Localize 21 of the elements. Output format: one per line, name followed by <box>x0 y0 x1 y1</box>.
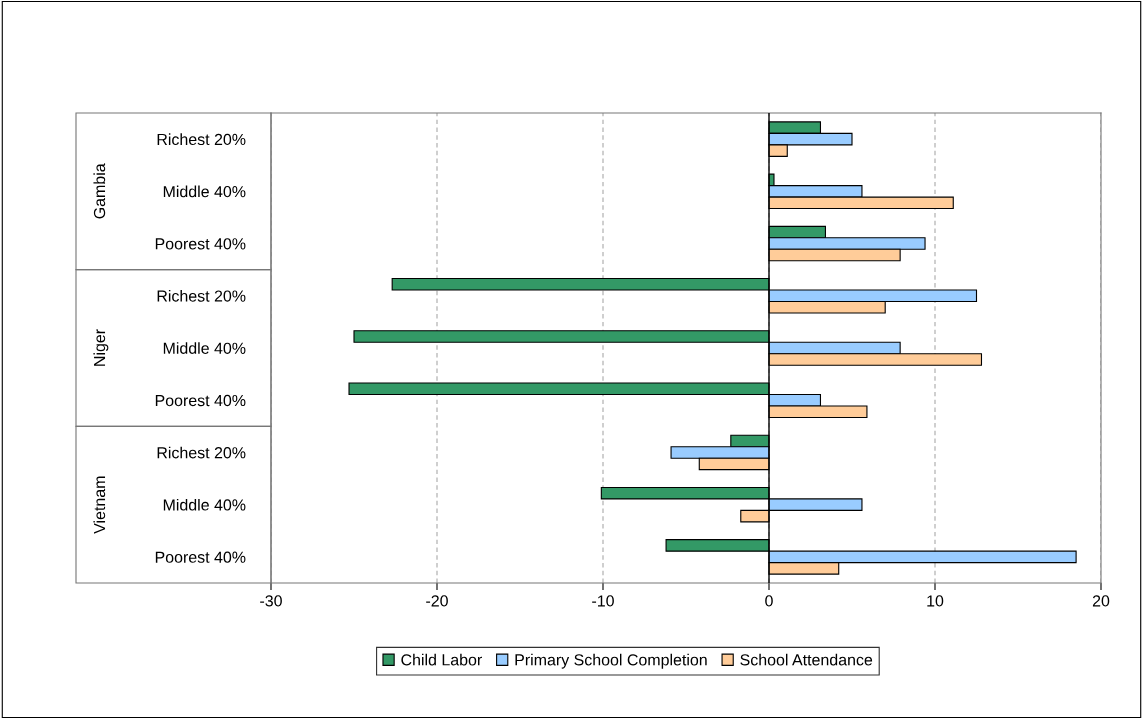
y-tick-label: Richest 20% <box>157 289 246 302</box>
text: Gambia <box>93 163 106 219</box>
y-tick-label: Richest 20% <box>157 133 246 146</box>
y-tick-label: Middle 40% <box>163 498 246 511</box>
text: Niger <box>93 329 109 366</box>
y-tick-label: Middle 40% <box>163 185 246 198</box>
y-tick-label: Poorest 40% <box>155 394 246 407</box>
x-tick-label: -10 <box>592 595 614 607</box>
x-tick-label: 10 <box>927 595 944 607</box>
text: Vietnam <box>93 476 106 534</box>
x-tick-label: 20 <box>1092 595 1110 607</box>
y-tick-label: Poorest 40% <box>155 238 246 250</box>
y-tick-label: Middle 40% <box>163 342 246 354</box>
x-tick-label: -30 <box>260 595 282 607</box>
legend-label: Primary School Completion <box>515 653 707 669</box>
legend-label: Child Labor <box>401 653 482 666</box>
x-tick-label: -20 <box>426 595 448 607</box>
legend-label: School Attendance <box>740 653 873 666</box>
y-tick-label: Richest 20% <box>157 446 246 459</box>
x-tick-label: 0 <box>765 595 773 607</box>
y-tick-label: Poorest 40% <box>155 551 246 563</box>
